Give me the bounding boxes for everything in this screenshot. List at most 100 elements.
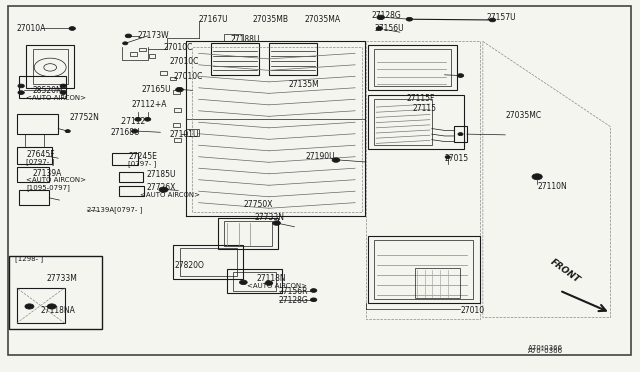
Circle shape xyxy=(69,27,76,31)
Text: 27173W: 27173W xyxy=(138,31,170,41)
Text: 27750X: 27750X xyxy=(243,200,273,209)
Bar xyxy=(119,186,145,196)
Circle shape xyxy=(145,118,151,121)
Circle shape xyxy=(265,281,273,285)
Bar xyxy=(130,52,138,56)
Circle shape xyxy=(458,133,463,136)
Circle shape xyxy=(239,280,247,285)
Text: [1298- ]: [1298- ] xyxy=(15,255,43,262)
Text: 27010C: 27010C xyxy=(173,72,202,81)
Text: 27118N: 27118N xyxy=(256,274,286,283)
Text: [1095-0797]: [1095-0797] xyxy=(26,185,70,191)
Circle shape xyxy=(132,129,138,133)
Bar xyxy=(368,95,464,149)
Text: 27167U: 27167U xyxy=(198,15,228,24)
Bar xyxy=(9,256,102,329)
Text: 27245E: 27245E xyxy=(129,152,157,161)
Bar xyxy=(17,114,58,134)
Circle shape xyxy=(532,174,542,180)
Text: 27820O: 27820O xyxy=(174,261,204,270)
Text: <AUTO AIRCON>: <AUTO AIRCON> xyxy=(246,283,307,289)
Text: 27165U: 27165U xyxy=(141,85,171,94)
Bar xyxy=(161,71,167,75)
Text: 27156U: 27156U xyxy=(374,24,404,33)
Bar xyxy=(113,153,138,164)
Text: 27010A: 27010A xyxy=(17,24,46,33)
Bar xyxy=(26,45,74,88)
Text: 27733M: 27733M xyxy=(47,274,77,283)
Circle shape xyxy=(406,17,413,21)
Bar xyxy=(368,236,479,303)
Bar xyxy=(149,54,156,58)
Text: 27752N: 27752N xyxy=(70,113,100,122)
Text: <AUTO AIRCON>: <AUTO AIRCON> xyxy=(26,95,86,101)
Bar xyxy=(269,43,317,75)
Circle shape xyxy=(489,18,495,22)
Circle shape xyxy=(123,42,128,45)
Text: A70*0366: A70*0366 xyxy=(527,345,563,351)
Bar xyxy=(17,288,65,323)
Text: 27118NA: 27118NA xyxy=(40,306,75,315)
Text: 27157U: 27157U xyxy=(486,13,516,22)
Bar xyxy=(173,123,179,127)
Text: 27139A[0797- ]: 27139A[0797- ] xyxy=(87,207,142,214)
Circle shape xyxy=(125,34,132,38)
Text: 27156R: 27156R xyxy=(278,287,308,296)
Text: 28520M: 28520M xyxy=(33,86,63,95)
Text: <AUTO AIRCON>: <AUTO AIRCON> xyxy=(26,177,86,183)
Bar xyxy=(140,48,146,51)
Circle shape xyxy=(135,118,141,121)
Text: 27010: 27010 xyxy=(461,306,484,315)
Text: 27115: 27115 xyxy=(413,104,436,113)
Circle shape xyxy=(47,304,56,309)
Text: 27135M: 27135M xyxy=(288,80,319,89)
Bar xyxy=(19,190,49,205)
Text: 27112+A: 27112+A xyxy=(132,100,167,109)
Circle shape xyxy=(310,289,317,292)
Circle shape xyxy=(18,91,24,94)
Text: 27035MB: 27035MB xyxy=(253,15,289,24)
Text: [0797- ]: [0797- ] xyxy=(26,158,54,165)
Circle shape xyxy=(60,84,67,88)
Text: 27190U: 27190U xyxy=(306,152,335,161)
Bar xyxy=(374,240,473,299)
Bar xyxy=(33,49,68,84)
Text: 27139A: 27139A xyxy=(33,169,62,177)
Text: 27035MA: 27035MA xyxy=(304,15,340,24)
Bar xyxy=(179,248,237,276)
Text: 27010C: 27010C xyxy=(164,42,193,51)
Circle shape xyxy=(332,158,340,162)
Circle shape xyxy=(273,221,280,225)
Bar xyxy=(368,45,458,90)
Text: 27128G: 27128G xyxy=(371,11,401,20)
Bar xyxy=(224,34,243,41)
Text: .27112: .27112 xyxy=(119,117,145,126)
Circle shape xyxy=(377,15,385,20)
Text: 27101U: 27101U xyxy=(170,129,200,139)
Bar xyxy=(374,99,432,145)
Circle shape xyxy=(310,298,317,302)
Text: [0797- ]: [0797- ] xyxy=(129,160,157,167)
Text: 27015: 27015 xyxy=(445,154,468,163)
Bar xyxy=(415,268,461,298)
Circle shape xyxy=(445,155,451,158)
Circle shape xyxy=(458,74,464,77)
Bar xyxy=(224,221,272,246)
Text: 27168U: 27168U xyxy=(111,128,140,137)
Bar xyxy=(170,77,176,80)
Text: <AUTO AIRCON>: <AUTO AIRCON> xyxy=(140,192,200,198)
Bar xyxy=(173,245,243,279)
Text: 27645F: 27645F xyxy=(26,150,55,159)
Text: FRONT: FRONT xyxy=(548,257,582,284)
Bar xyxy=(174,108,180,112)
Bar xyxy=(119,172,143,182)
Circle shape xyxy=(159,187,168,192)
Text: 27733N: 27733N xyxy=(255,213,285,222)
Text: 27115F: 27115F xyxy=(406,94,435,103)
Circle shape xyxy=(65,130,70,133)
Bar xyxy=(232,272,276,291)
Circle shape xyxy=(175,87,183,92)
Circle shape xyxy=(18,84,24,88)
Bar xyxy=(454,126,467,142)
Bar xyxy=(218,218,278,249)
